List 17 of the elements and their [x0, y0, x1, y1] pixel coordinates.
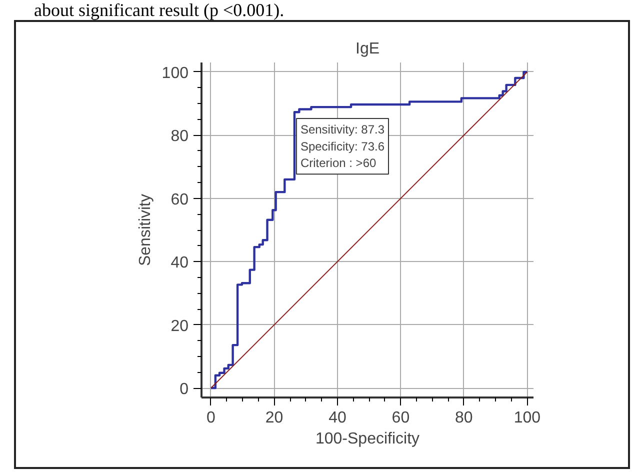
x-tick-label: 100 — [514, 410, 541, 426]
x-tick-label: 80 — [455, 410, 473, 426]
text: about significant result (p <0.001). — [34, 0, 284, 20]
y-tick-label: 20 — [170, 318, 189, 335]
y-tick-label: 80 — [170, 128, 189, 146]
y-tick-label: 60 — [170, 191, 189, 208]
y-tick-label: 0 — [180, 381, 189, 398]
x-tick-label: 60 — [392, 410, 410, 426]
chart-title: IgE — [355, 40, 380, 58]
y-axis-title: Sensitivity — [136, 194, 154, 266]
x-axis-title: 100-Specificity — [315, 430, 420, 448]
x-tick-label: 40 — [328, 410, 346, 426]
y-tick-label: 100 — [162, 64, 189, 82]
annotation: Sensitivity: 87.3 Specificity: 73.6 Criterion : >60 — [300, 122, 385, 170]
x-tick-label: 0 — [206, 410, 216, 426]
x-tick-label: 20 — [265, 410, 284, 426]
y-tick-label: 40 — [170, 254, 189, 272]
